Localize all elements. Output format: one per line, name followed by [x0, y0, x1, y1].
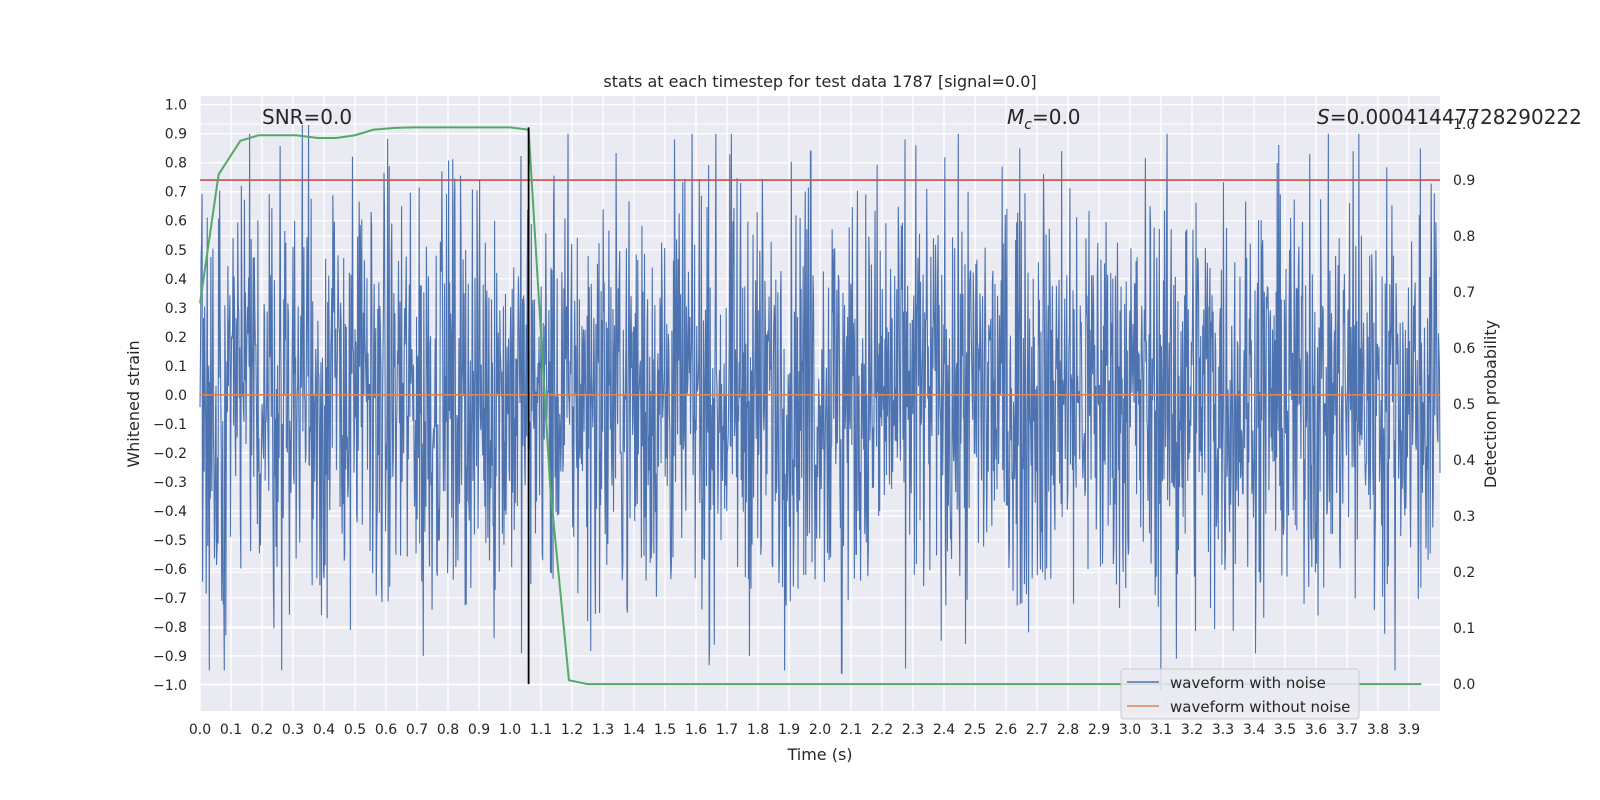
y-tick-label: 0.4: [165, 272, 187, 288]
x-tick-label: 3.1: [1150, 722, 1172, 738]
x-tick-label: 0.3: [282, 722, 304, 738]
y-tick-label: −0.5: [153, 533, 187, 549]
x-tick-label: 3.2: [1181, 722, 1203, 738]
x-tick-label: 2.3: [902, 722, 924, 738]
annotation-s-stat: S=0.00041447728290222: [1317, 105, 1582, 129]
x-tick-label: 1.5: [654, 722, 676, 738]
x-axis-label: Time (s): [786, 745, 852, 764]
mc-symbol: M: [1007, 105, 1024, 129]
y-tick-label: −0.1: [153, 417, 187, 433]
y-tick-label: −0.4: [153, 504, 187, 520]
x-tick-label: 1.9: [778, 722, 800, 738]
legend-label-clean: waveform without noise: [1170, 698, 1350, 716]
chart-title: stats at each timestep for test data 178…: [603, 72, 1036, 91]
y-tick-label: −0.8: [153, 620, 187, 636]
y2-tick-label: 0.7: [1453, 285, 1475, 301]
y-tick-label: −0.2: [153, 446, 187, 462]
y2-tick-label: 0.8: [1453, 229, 1475, 245]
legend-box: [1120, 668, 1360, 720]
x-tick-label: 1.7: [716, 722, 738, 738]
y2-tick-label: 0.1: [1453, 621, 1475, 637]
y-tick-label: 0.1: [165, 359, 187, 375]
y-tick-label: 0.0: [165, 388, 187, 404]
y2-axis-label: Detection probability: [1481, 320, 1500, 488]
x-tick-label: 3.6: [1305, 722, 1327, 738]
s-symbol: S: [1317, 105, 1330, 129]
y-tick-label: −0.3: [153, 475, 187, 491]
y-tick-label: −0.9: [153, 649, 187, 665]
x-tick-label: 3.7: [1336, 722, 1358, 738]
y2-tick-label: 0.2: [1453, 565, 1475, 581]
x-tick-label: 2.0: [809, 722, 831, 738]
y-tick-label: 0.6: [165, 214, 187, 230]
y2-tick-labels: 1.0 0.9 0.8 0.7 0.6 0.5 0.4 0.3 0.2 0.1 0.0: [1453, 117, 1475, 693]
x-tick-label: 0.6: [375, 722, 397, 738]
x-tick-label: 3.0: [1119, 722, 1141, 738]
x-tick-label: 3.5: [1274, 722, 1296, 738]
y-tick-label: 0.9: [165, 127, 187, 143]
x-tick-label: 2.2: [871, 722, 893, 738]
x-tick-label: 3.8: [1367, 722, 1389, 738]
annotation-snr: SNR=0.0: [262, 105, 352, 129]
x-tick-label: 1.0: [499, 722, 521, 738]
x-tick-label: 2.5: [964, 722, 986, 738]
x-tick-label: 2.4: [933, 722, 955, 738]
y2-tick-label: 0.4: [1453, 453, 1475, 469]
annotation-chirp-mass: Mc=0.0: [1007, 105, 1081, 133]
x-tick-label: 0.2: [251, 722, 273, 738]
x-tick-label: 3.9: [1398, 722, 1420, 738]
legend: waveform with noise waveform without noi…: [1120, 668, 1360, 720]
x-tick-label: 0.7: [406, 722, 428, 738]
y-tick-label: 0.8: [165, 156, 187, 172]
y-tick-label: 0.2: [165, 330, 187, 346]
y-tick-label: 0.7: [165, 185, 187, 201]
series-detection-probability: [199, 126, 1422, 686]
x-tick-label: 0.0: [189, 722, 211, 738]
mc-subscript: c: [1024, 117, 1032, 133]
x-tick-label: 0.5: [344, 722, 366, 738]
series-waveform-with-noise: [199, 125, 1441, 691]
x-tick-label: 0.8: [437, 722, 459, 738]
x-tick-label: 3.4: [1243, 722, 1265, 738]
legend-label-noise: waveform with noise: [1170, 674, 1326, 692]
s-value: =0.00041447728290222: [1330, 105, 1582, 129]
y2-tick-label: 0.0: [1453, 677, 1475, 693]
x-tick-label: 2.8: [1057, 722, 1079, 738]
mc-value: =0.0: [1032, 105, 1081, 129]
y2-tick-label: 0.5: [1453, 397, 1475, 413]
y-tick-labels: 1.0 0.9 0.8 0.7 0.6 0.5 0.4 0.3 0.2 0.1 0.0 −0.1 −0.…: [153, 98, 187, 694]
x-tick-labels: 0.0 0.1 0.2 0.3 0.4 0.5 0.6 0.7 0.8 0.9 1.0 1.1 1.2 1…: [189, 722, 1420, 738]
x-tick-label: 1.4: [623, 722, 645, 738]
x-tick-label: 0.4: [313, 722, 335, 738]
y-tick-label: −1.0: [153, 678, 187, 694]
y-tick-label: 0.5: [165, 243, 187, 259]
x-tick-label: 2.7: [1026, 722, 1048, 738]
x-tick-label: 0.1: [220, 722, 242, 738]
x-tick-label: 1.8: [747, 722, 769, 738]
x-tick-label: 1.1: [530, 722, 552, 738]
x-tick-label: 3.3: [1212, 722, 1234, 738]
y2-tick-label: 0.9: [1453, 173, 1475, 189]
x-tick-label: 1.6: [685, 722, 707, 738]
x-tick-label: 1.3: [592, 722, 614, 738]
x-tick-label: 1.2: [561, 722, 583, 738]
y-tick-label: 1.0: [165, 98, 187, 114]
y-tick-label: −0.6: [153, 562, 187, 578]
y2-tick-label: 0.6: [1453, 341, 1475, 357]
x-tick-label: 0.9: [468, 722, 490, 738]
y-axis-label: Whitened strain: [124, 340, 143, 467]
y2-tick-label: 1.0: [1453, 117, 1475, 133]
y2-tick-label: 0.3: [1453, 509, 1475, 525]
x-tick-label: 2.1: [840, 722, 862, 738]
x-tick-label: 2.9: [1088, 722, 1110, 738]
y-tick-label: 0.3: [165, 301, 187, 317]
x-tick-label: 2.6: [995, 722, 1017, 738]
y-tick-label: −0.7: [153, 591, 187, 607]
